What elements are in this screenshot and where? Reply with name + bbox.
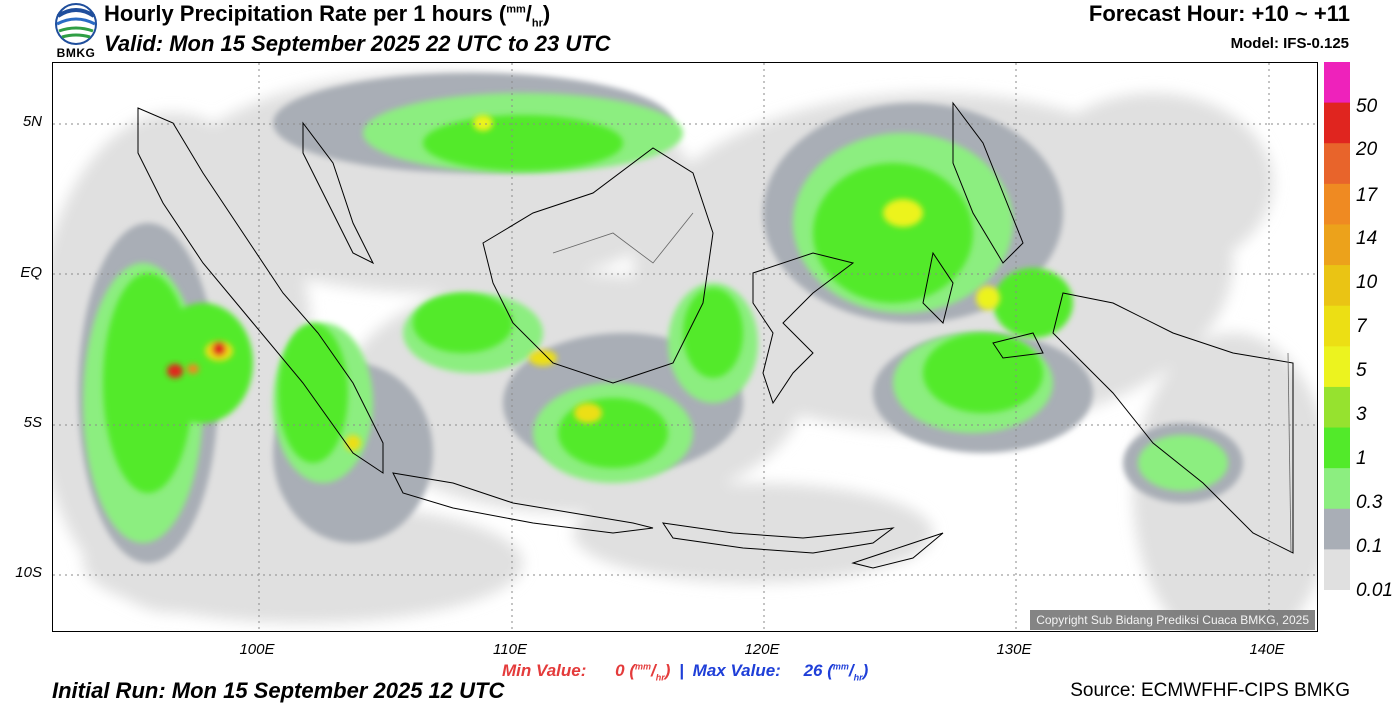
timor-outline	[851, 532, 944, 569]
max-unit-top: mm	[832, 661, 849, 672]
forecast-hour: Forecast Hour: +10 ~ +11	[1088, 1, 1350, 26]
page-title: Hourly Precipitation Rate per 1 hours (m…	[104, 1, 551, 30]
lat-label-10s: 10S	[15, 564, 42, 581]
max-value: 26	[803, 661, 823, 680]
legend-label-10: 10	[1356, 272, 1378, 293]
precipitation-legend	[1324, 62, 1350, 591]
bmkg-logo-icon	[55, 3, 97, 45]
legend-swatch	[1324, 346, 1350, 388]
legend-label-0-01: 0.01	[1356, 580, 1393, 601]
min-unit-bottom: hr	[655, 672, 665, 683]
malay-peninsula-outline	[302, 121, 375, 265]
legend-label-50: 50	[1356, 96, 1378, 117]
min-unit-top: mm	[635, 661, 652, 672]
sulawesi-outline	[752, 252, 855, 405]
min-value: 0	[615, 661, 625, 680]
legend-label-0-1: 0.1	[1356, 536, 1383, 557]
valid-time: Valid: Mon 15 September 2025 22 UTC to 2…	[104, 31, 611, 56]
legend-swatch	[1324, 549, 1350, 591]
lon-label-110e: 110E	[493, 641, 527, 658]
initial-run: Initial Run: Mon 15 September 2025 12 UT…	[52, 678, 505, 703]
borneo-outline	[482, 147, 714, 384]
legend-swatch	[1324, 427, 1350, 469]
legend-swatch	[1324, 224, 1350, 266]
lon-label-100e: 100E	[239, 641, 275, 658]
map-canvas	[53, 63, 1317, 631]
legend-label-3: 3	[1356, 404, 1367, 425]
precipitation-map[interactable]	[52, 62, 1318, 632]
maluku-outline	[922, 251, 1044, 359]
legend-swatch	[1324, 508, 1350, 550]
borders	[552, 212, 1292, 554]
philippines-outline	[952, 101, 1024, 264]
sumatra-outline	[137, 107, 384, 474]
legend-swatch	[1324, 386, 1350, 429]
legend-swatch	[1324, 265, 1350, 307]
title-text: Hourly Precipitation Rate per 1 hours (	[104, 1, 507, 26]
legend-label-0-3: 0.3	[1356, 492, 1383, 513]
model-name: Model: IFS-0.125	[1230, 35, 1349, 52]
title-unit-top: mm	[506, 3, 526, 16]
lat-label-eq: EQ	[20, 264, 42, 281]
legend-swatch	[1324, 305, 1350, 347]
rain-layer-cores	[167, 115, 1000, 451]
legend-swatch	[1324, 62, 1350, 104]
legend-label-7: 7	[1356, 316, 1367, 337]
legend-label-14: 14	[1356, 228, 1378, 249]
coastlines	[137, 101, 1294, 569]
graticule	[53, 63, 1317, 631]
min-label: Min Value:	[502, 661, 587, 680]
legend-label-5: 5	[1356, 360, 1367, 381]
lat-label-5s: 5S	[23, 414, 42, 431]
logo-text: BMKG	[56, 46, 96, 60]
lon-label-140e: 140E	[1249, 641, 1285, 658]
legend-label-17: 17	[1356, 185, 1378, 206]
legend-swatch	[1324, 143, 1350, 185]
legend-swatch	[1324, 183, 1350, 225]
legend-label-20: 20	[1356, 139, 1378, 160]
min-max-values: Min Value: 0 (mm/hr) | Max Value: 26 (mm…	[502, 661, 869, 683]
title-close: )	[542, 1, 551, 26]
legend-swatch	[1324, 102, 1350, 144]
title-unit-bottom: hr	[531, 17, 543, 30]
rain-layer-1	[103, 115, 1073, 493]
legend-swatch	[1324, 468, 1350, 510]
bmkg-logo: BMKG	[52, 2, 100, 60]
lat-label-5n: 5N	[22, 113, 42, 130]
lon-label-130e: 130E	[996, 641, 1032, 658]
papua-outline	[1052, 292, 1294, 554]
max-unit-bottom: hr	[853, 672, 863, 683]
max-label: Max Value:	[692, 661, 781, 680]
copyright-notice: Copyright Sub Bidang Prediksi Cuaca BMKG…	[1030, 610, 1315, 630]
java-outline	[392, 472, 654, 534]
min-max-separator: |	[679, 661, 684, 680]
legend-color-bar	[1324, 62, 1350, 591]
legend-label-1: 1	[1356, 448, 1367, 469]
nusa-tenggara-outline	[661, 522, 895, 554]
data-source: Source: ECMWFHF-CIPS BMKG	[1070, 680, 1350, 701]
lon-label-120e: 120E	[744, 641, 780, 658]
